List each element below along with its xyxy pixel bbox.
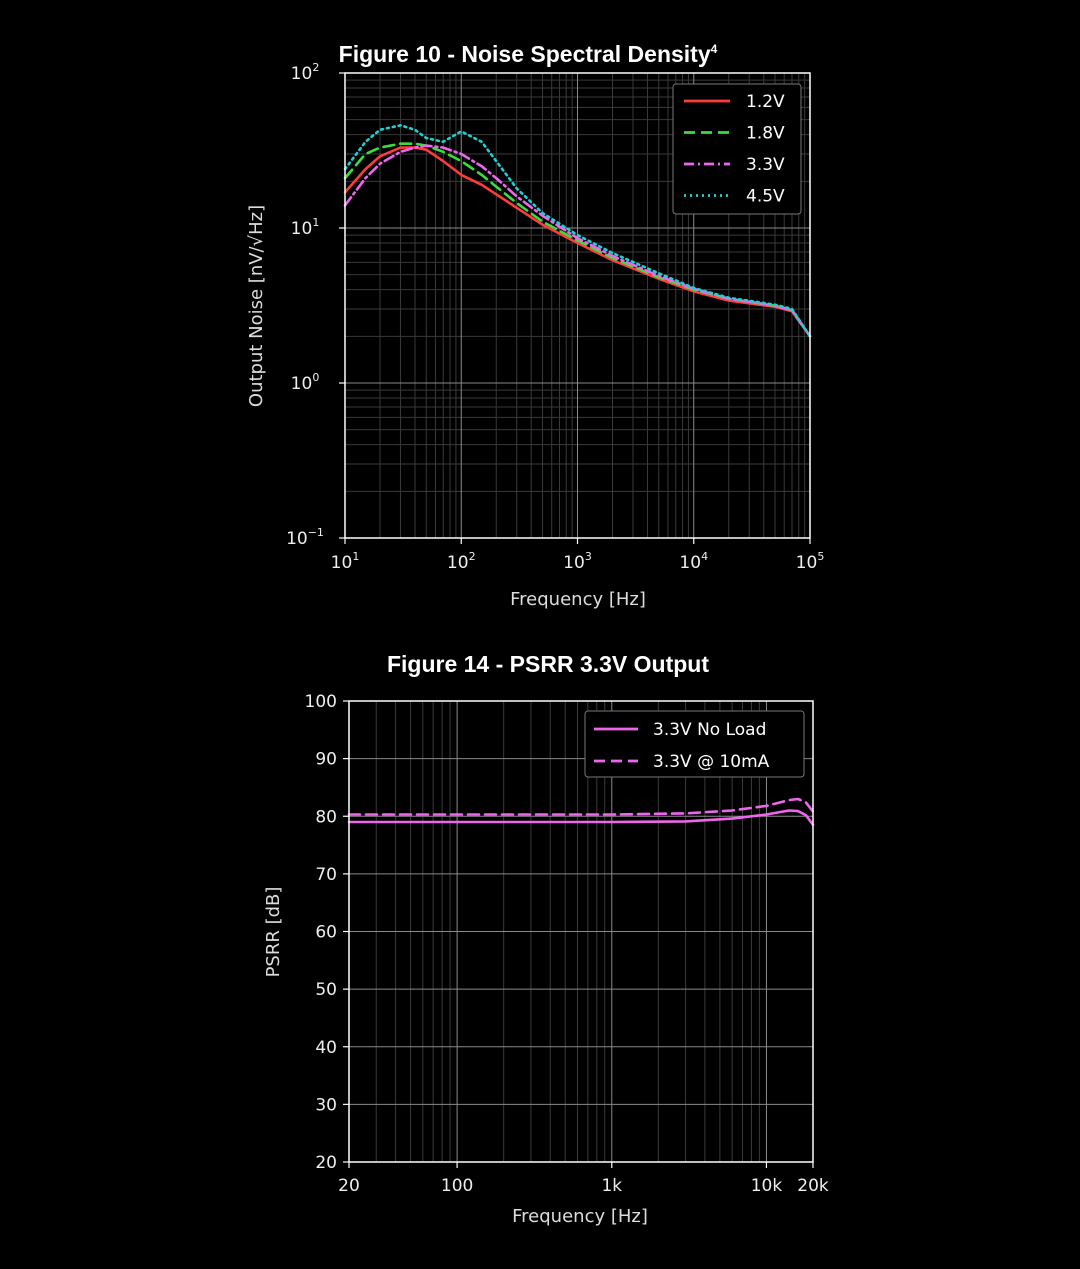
chart2-series-line [347,809,815,827]
chart2-legend-label: 3.3V @ 10mA [653,752,770,772]
chart2-title: Figure 14 - PSRR 3.3V Output [387,651,709,677]
chart1-legend-label: 1.8V [746,124,785,144]
chart2-x-tick-label: 20k [797,1176,829,1196]
chart2-y-tick-label: 30 [315,1095,337,1115]
chart2-x-ticks: 20 100 1k 10k 20k [338,1162,829,1196]
chart2-x-axis-label: Frequency [Hz] [512,1206,648,1227]
chart2-x-tick-label: 10k [751,1176,783,1196]
chart2-series-group [347,797,815,827]
chart2-series-line [347,797,815,816]
chart1-legend-box [672,83,802,215]
chart2-x-tick-label: 20 [338,1176,360,1196]
chart2-x-tick-label: 100 [441,1176,473,1196]
chart1-title: Figure 10 - Noise Spectral Density4 [339,41,718,67]
chart1-y-ticks: 10−1 100 101 102 [286,61,345,549]
chart2-y-ticks: 20 30 40 50 60 70 80 90 100 [305,692,349,1173]
chart1-legend-label: 1.2V [746,92,785,112]
chart1-y-axis-label: Output Noise [nV/√Hz] [246,205,267,407]
chart2-y-tick-label: 20 [315,1153,337,1173]
chart1-x-tick-label: 103 [563,550,592,573]
chart2-y-tick-label: 90 [315,750,337,770]
chart2-legend-label: 3.3V No Load [653,720,766,740]
chart1-y-tick-label: 102 [291,61,320,84]
chart2-y-tick-label: 70 [315,865,337,885]
chart1-x-tick-label: 104 [679,550,708,573]
psrr-chart: Figure 14 - PSRR 3.3V Output 20 100 1k 10k 2… [263,651,829,1227]
chart1-legend-label: 4.5V [746,187,785,207]
chart1-series-line [343,124,812,338]
chart2-y-tick-label: 60 [315,923,337,943]
chart2-y-tick-label: 50 [315,980,337,1000]
chart1-x-tick-label: 101 [331,550,360,573]
chart1-series-line [343,146,812,338]
chart1-y-tick-label: 101 [291,216,320,239]
chart1-x-axis-label: Frequency [Hz] [510,589,646,610]
chart2-x-tick-label: 1k [601,1176,622,1196]
chart1-legend: 1.2V 1.8V 3.3V 4.5V [672,83,802,215]
chart2-legend-box [584,710,805,778]
chart1-x-tick-label: 105 [796,550,825,573]
chart1-x-tick-label: 102 [447,550,476,573]
chart1-y-tick-label: 100 [291,371,320,394]
chart1-series-group [343,124,812,338]
chart1-x-ticks: 101 102 103 104 105 [331,538,825,573]
chart1-y-tick-label: 10−1 [286,526,324,549]
chart2-y-axis-label: PSRR [dB] [263,887,284,978]
noise-spectral-density-chart: Figure 10 - Noise Spectral Density4 101 1… [246,41,824,610]
chart2-legend: 3.3V No Load 3.3V @ 10mA [584,710,805,778]
chart2-y-tick-label: 40 [315,1038,337,1058]
chart2-y-tick-label: 80 [315,807,337,827]
chart1-legend-label: 3.3V [746,155,785,175]
chart2-y-tick-label: 100 [305,692,337,712]
